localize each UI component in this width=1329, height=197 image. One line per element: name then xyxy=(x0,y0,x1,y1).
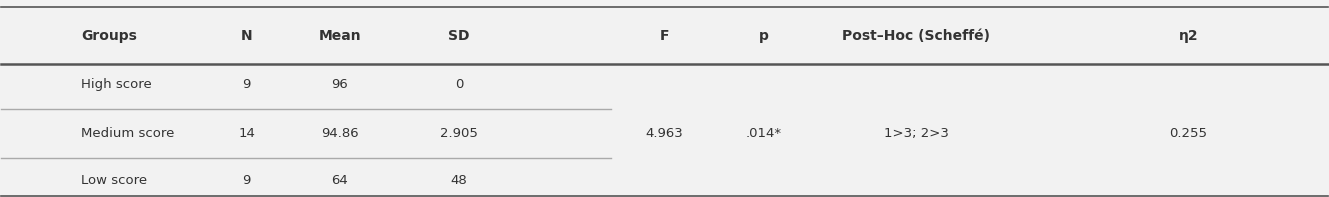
Text: .014*: .014* xyxy=(746,127,781,140)
Text: 1>3; 2>3: 1>3; 2>3 xyxy=(884,127,949,140)
Text: Post–Hoc (Scheffé): Post–Hoc (Scheffé) xyxy=(843,29,990,43)
Text: 48: 48 xyxy=(451,174,468,187)
Text: High score: High score xyxy=(81,78,152,91)
Text: Mean: Mean xyxy=(318,29,361,43)
Text: Groups: Groups xyxy=(81,29,137,43)
Text: p: p xyxy=(759,29,769,43)
Text: 2.905: 2.905 xyxy=(440,127,478,140)
Text: 94.86: 94.86 xyxy=(320,127,359,140)
Text: SD: SD xyxy=(448,29,469,43)
Text: 0.255: 0.255 xyxy=(1170,127,1207,140)
Text: η2: η2 xyxy=(1179,29,1199,43)
Text: Low score: Low score xyxy=(81,174,148,187)
Text: 9: 9 xyxy=(243,174,251,187)
Text: 14: 14 xyxy=(238,127,255,140)
Text: 4.963: 4.963 xyxy=(646,127,683,140)
Text: N: N xyxy=(241,29,253,43)
Text: F: F xyxy=(659,29,670,43)
Text: 96: 96 xyxy=(331,78,348,91)
Text: 64: 64 xyxy=(331,174,348,187)
Text: 0: 0 xyxy=(455,78,462,91)
Text: 9: 9 xyxy=(243,78,251,91)
Text: Medium score: Medium score xyxy=(81,127,174,140)
